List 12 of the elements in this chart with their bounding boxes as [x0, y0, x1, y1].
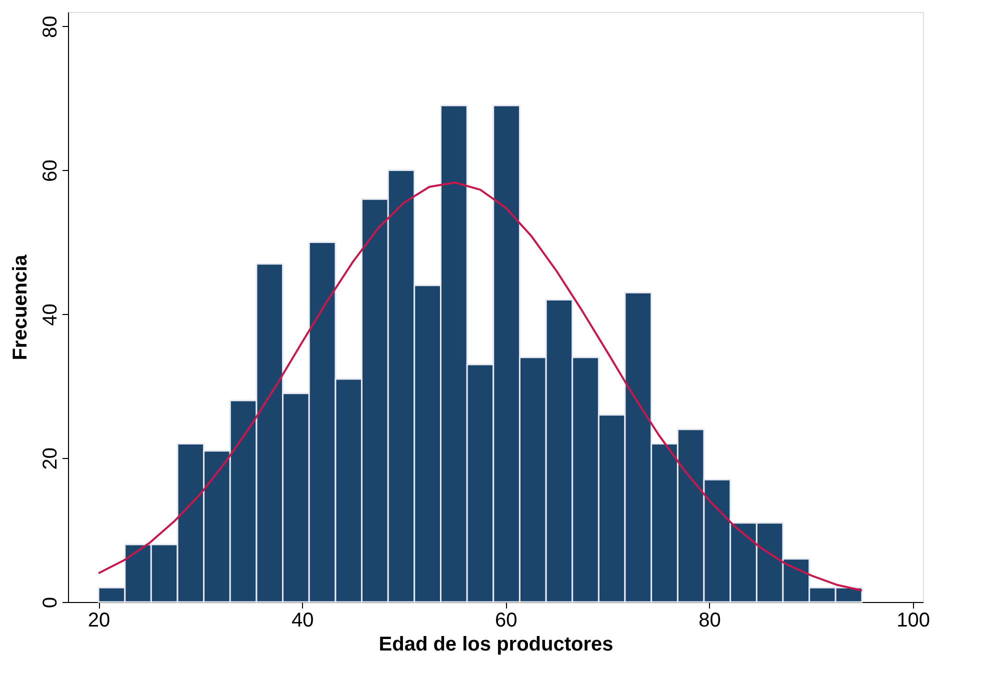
x-tick-label: 80 [698, 610, 721, 632]
x-tick-label: 100 [896, 610, 930, 632]
x-axis-title: Edad de los productores [378, 634, 614, 656]
y-axis-title: Frecuencia [10, 254, 32, 360]
y-tick-label: 60 [40, 160, 62, 182]
y-tick-label: 80 [40, 16, 62, 38]
y-tick-label: 20 [40, 447, 62, 470]
x-tick-label: 40 [291, 610, 314, 632]
x-tick-label: 60 [495, 610, 518, 632]
y-tick-label: 40 [40, 304, 62, 326]
x-tick-label: 20 [88, 610, 110, 632]
y-tick-label: 0 [40, 596, 62, 608]
